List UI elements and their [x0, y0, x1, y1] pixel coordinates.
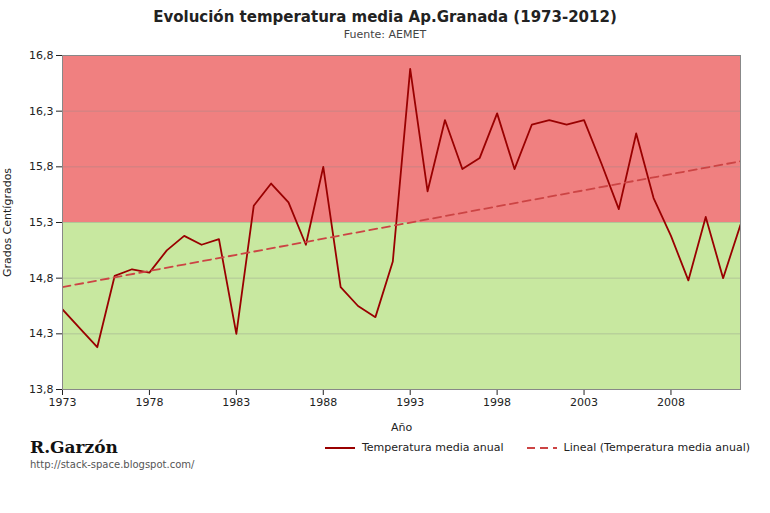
html-text:http://stack-space.blogspot.co: http://stack-space.blogspot.com/ [30, 459, 195, 470]
svg-text:Año: Año [391, 421, 412, 434]
svg-text:2008: 2008 [657, 396, 685, 409]
svg-text:1988: 1988 [309, 396, 337, 409]
svg-text:13,8: 13,8 [29, 383, 54, 396]
html-text:Temperatura media anual: Temperatura media anual [361, 441, 504, 454]
html-text:Lineal (Temperatura media anua: Lineal (Temperatura media anual) [563, 441, 750, 454]
html-text:Evolución temperatura media Ap: Evolución temperatura media Ap.Granada (… [153, 8, 617, 26]
svg-text:15,3: 15,3 [29, 216, 54, 229]
svg-text:1983: 1983 [222, 396, 250, 409]
svg-text:16,8: 16,8 [29, 49, 54, 62]
svg-text:14,8: 14,8 [29, 272, 54, 285]
svg-text:1993: 1993 [396, 396, 424, 409]
svg-text:1978: 1978 [135, 396, 163, 409]
svg-text:1973: 1973 [49, 396, 77, 409]
svg-text:1998: 1998 [483, 396, 511, 409]
svg-text:2003: 2003 [570, 396, 598, 409]
svg-text:16,3: 16,3 [29, 105, 54, 118]
html-text:R.Garzón: R.Garzón [30, 437, 118, 457]
html-text:Fuente: AEMET: Fuente: AEMET [343, 28, 427, 41]
svg-text:15,8: 15,8 [29, 160, 54, 173]
svg-text:14,3: 14,3 [29, 327, 54, 340]
svg-text:Grados Centígrados: Grados Centígrados [1, 168, 14, 277]
